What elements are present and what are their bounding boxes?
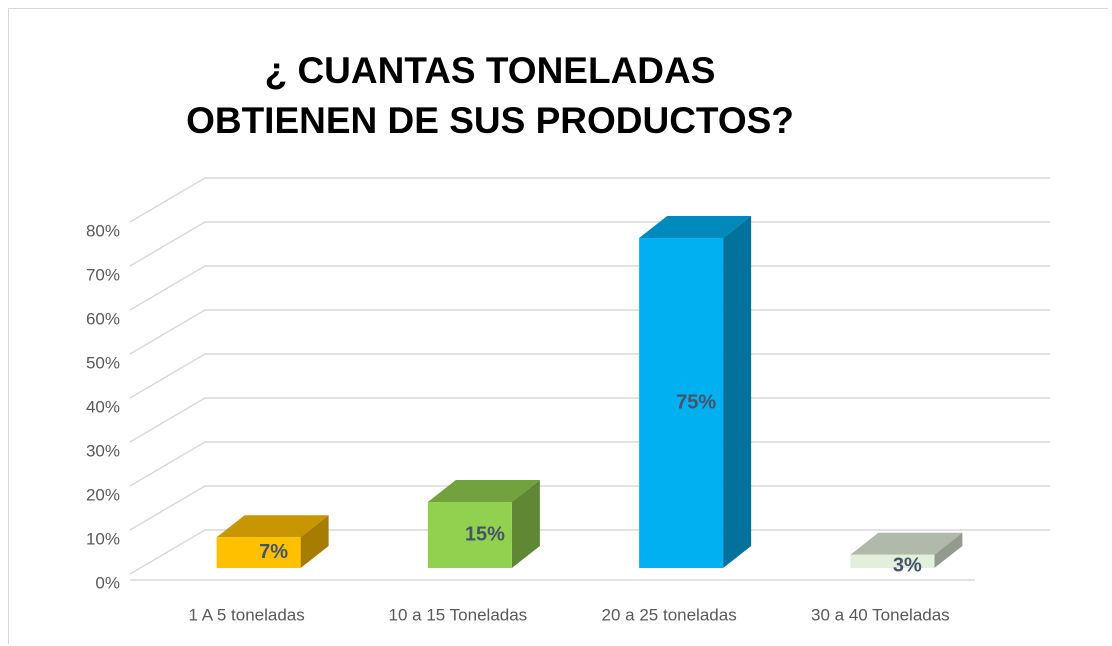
grid-line	[129, 265, 1050, 311]
bar-side	[723, 216, 752, 568]
grid-line	[129, 353, 1050, 399]
y-tick-label: 10%	[86, 529, 120, 548]
bar-top	[427, 480, 540, 502]
bar	[850, 554, 935, 568]
y-tick-label: 50%	[86, 353, 120, 372]
grid-line	[129, 177, 1050, 223]
x-tick-label: 30 a 40 Toneladas	[811, 605, 950, 624]
bar	[639, 238, 724, 568]
y-tick-label: 80%	[86, 221, 120, 240]
grid-line	[129, 529, 1050, 575]
bar-top	[216, 515, 329, 538]
data-label: 7%	[259, 541, 288, 563]
data-label: 15%	[465, 523, 505, 545]
x-tick-label: 1 A 5 toneladas	[188, 605, 304, 624]
y-tick-label: 30%	[86, 441, 120, 460]
grid-line	[129, 221, 1050, 267]
grid-line	[129, 485, 1050, 531]
x-tick-label: 10 a 15 Toneladas	[389, 605, 528, 624]
chart-frame	[8, 8, 1108, 644]
grid-line	[129, 441, 1050, 487]
y-tick-label: 20%	[86, 485, 120, 504]
bar-top	[850, 532, 963, 555]
chart-title: ¿ CUANTAS TONELADAS OBTIENEN DE SUS PROD…	[186, 50, 794, 141]
y-tick-label: 60%	[86, 309, 120, 328]
y-tick-label: 40%	[86, 397, 120, 416]
bar-side	[511, 480, 540, 568]
y-tick-label: 70%	[86, 265, 120, 284]
data-label: 3%	[893, 554, 922, 576]
bar-side	[300, 515, 329, 568]
bar	[427, 502, 512, 568]
bar-side	[934, 532, 963, 568]
y-tick-label: 0%	[95, 573, 120, 592]
grid-line	[129, 309, 1050, 355]
grid-line	[129, 397, 1050, 443]
bar-top	[639, 216, 752, 238]
x-tick-label: 20 a 25 toneladas	[602, 605, 737, 624]
bar	[216, 537, 301, 568]
data-label: 75%	[676, 391, 716, 413]
